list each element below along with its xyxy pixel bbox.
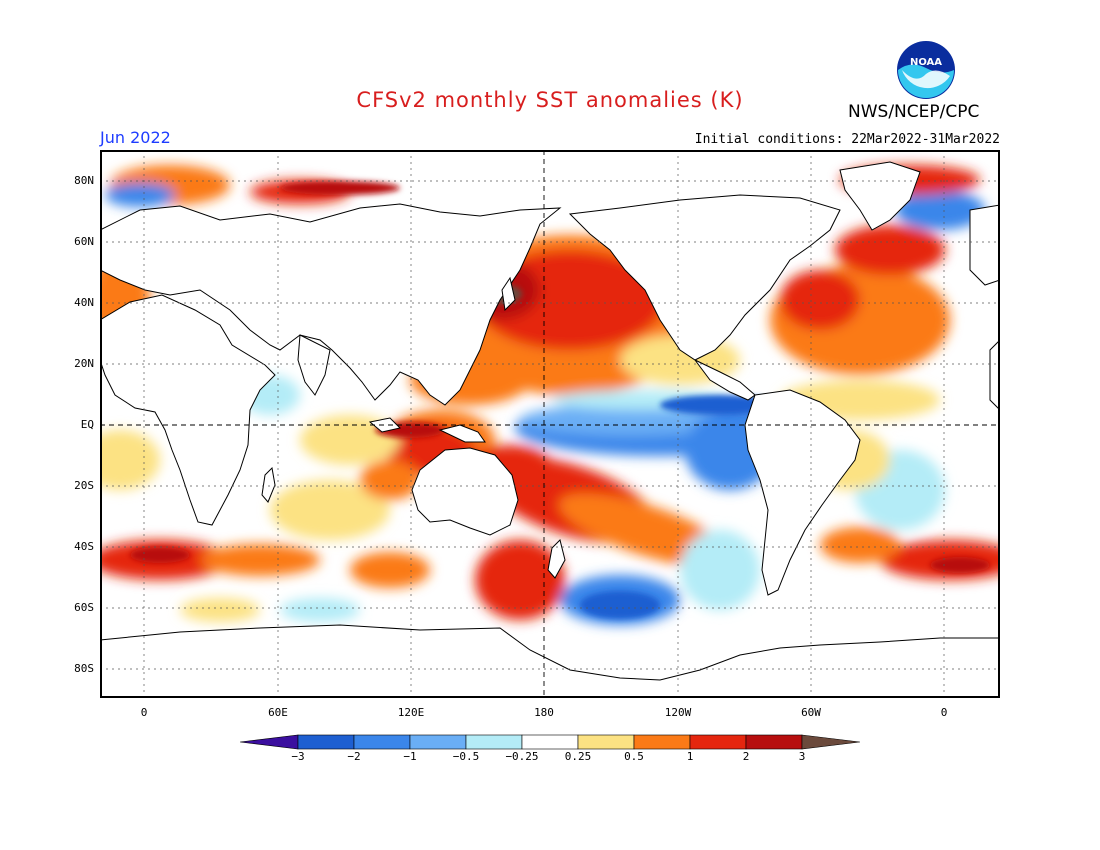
colorbar-label: 3 [798,750,806,763]
colorbar-label: −2 [347,750,361,763]
logo-text: NOAA [910,57,942,68]
colorbar-label: −3 [291,750,305,763]
lon-label: 60W [801,706,821,719]
colorbar-label: −1 [403,750,417,763]
colorbar-label: 2 [742,750,750,763]
lat-label: 60S [74,601,94,614]
colorbar-swatch [465,734,523,750]
lon-label: 0 [140,706,148,719]
forecast-month: Jun 2022 [100,128,171,147]
gridlines [100,150,1000,698]
anomaly-field [100,165,1000,625]
landmasses [100,161,1000,698]
lat-label: 60N [74,235,94,248]
lat-label: 20N [74,357,94,370]
colorbar-label: −0.25 [505,750,539,763]
lon-label: 0 [940,706,948,719]
colorbar-swatch [521,734,579,750]
lon-label: 120W [664,706,692,719]
lat-label: 20S [74,479,94,492]
initial-conditions: Initial conditions: 22Mar2022-31Mar2022 [694,132,1000,147]
lat-label: 80N [74,174,94,187]
colorbar-label: 0.5 [624,750,644,763]
noaa-logo: NOAA [897,41,955,99]
colorbar-label: −0.5 [452,750,480,763]
lat-label: EQ [80,418,94,431]
colorbar [239,733,861,773]
chart-title: CFSv2 monthly SST anomalies (K) [356,88,744,112]
sst-anomaly-map [100,150,1000,698]
lon-label: 120E [397,706,425,719]
colorbar-min-arrow [239,734,299,750]
lat-label: 40N [74,296,94,309]
colorbar-label: 1 [686,750,694,763]
colorbar-swatch [633,734,691,750]
lat-label: 40S [74,540,94,553]
colorbar-swatch [577,734,635,750]
colorbar-swatch [297,734,355,750]
colorbar-swatch [353,734,411,750]
lat-label: 80S [74,662,94,675]
colorbar-max-arrow [801,734,861,750]
colorbar-swatch [409,734,467,750]
lon-label: 180 [534,706,554,719]
colorbar-swatch [745,734,803,750]
colorbar-swatch [689,734,747,750]
lon-label: 60E [268,706,288,719]
colorbar-label: 0.25 [564,750,592,763]
agency-name: NWS/NCEP/CPC [848,102,980,122]
